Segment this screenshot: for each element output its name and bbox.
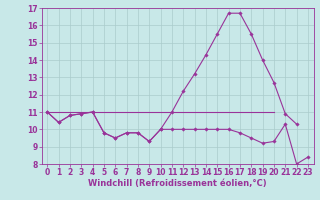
X-axis label: Windchill (Refroidissement éolien,°C): Windchill (Refroidissement éolien,°C)	[88, 179, 267, 188]
